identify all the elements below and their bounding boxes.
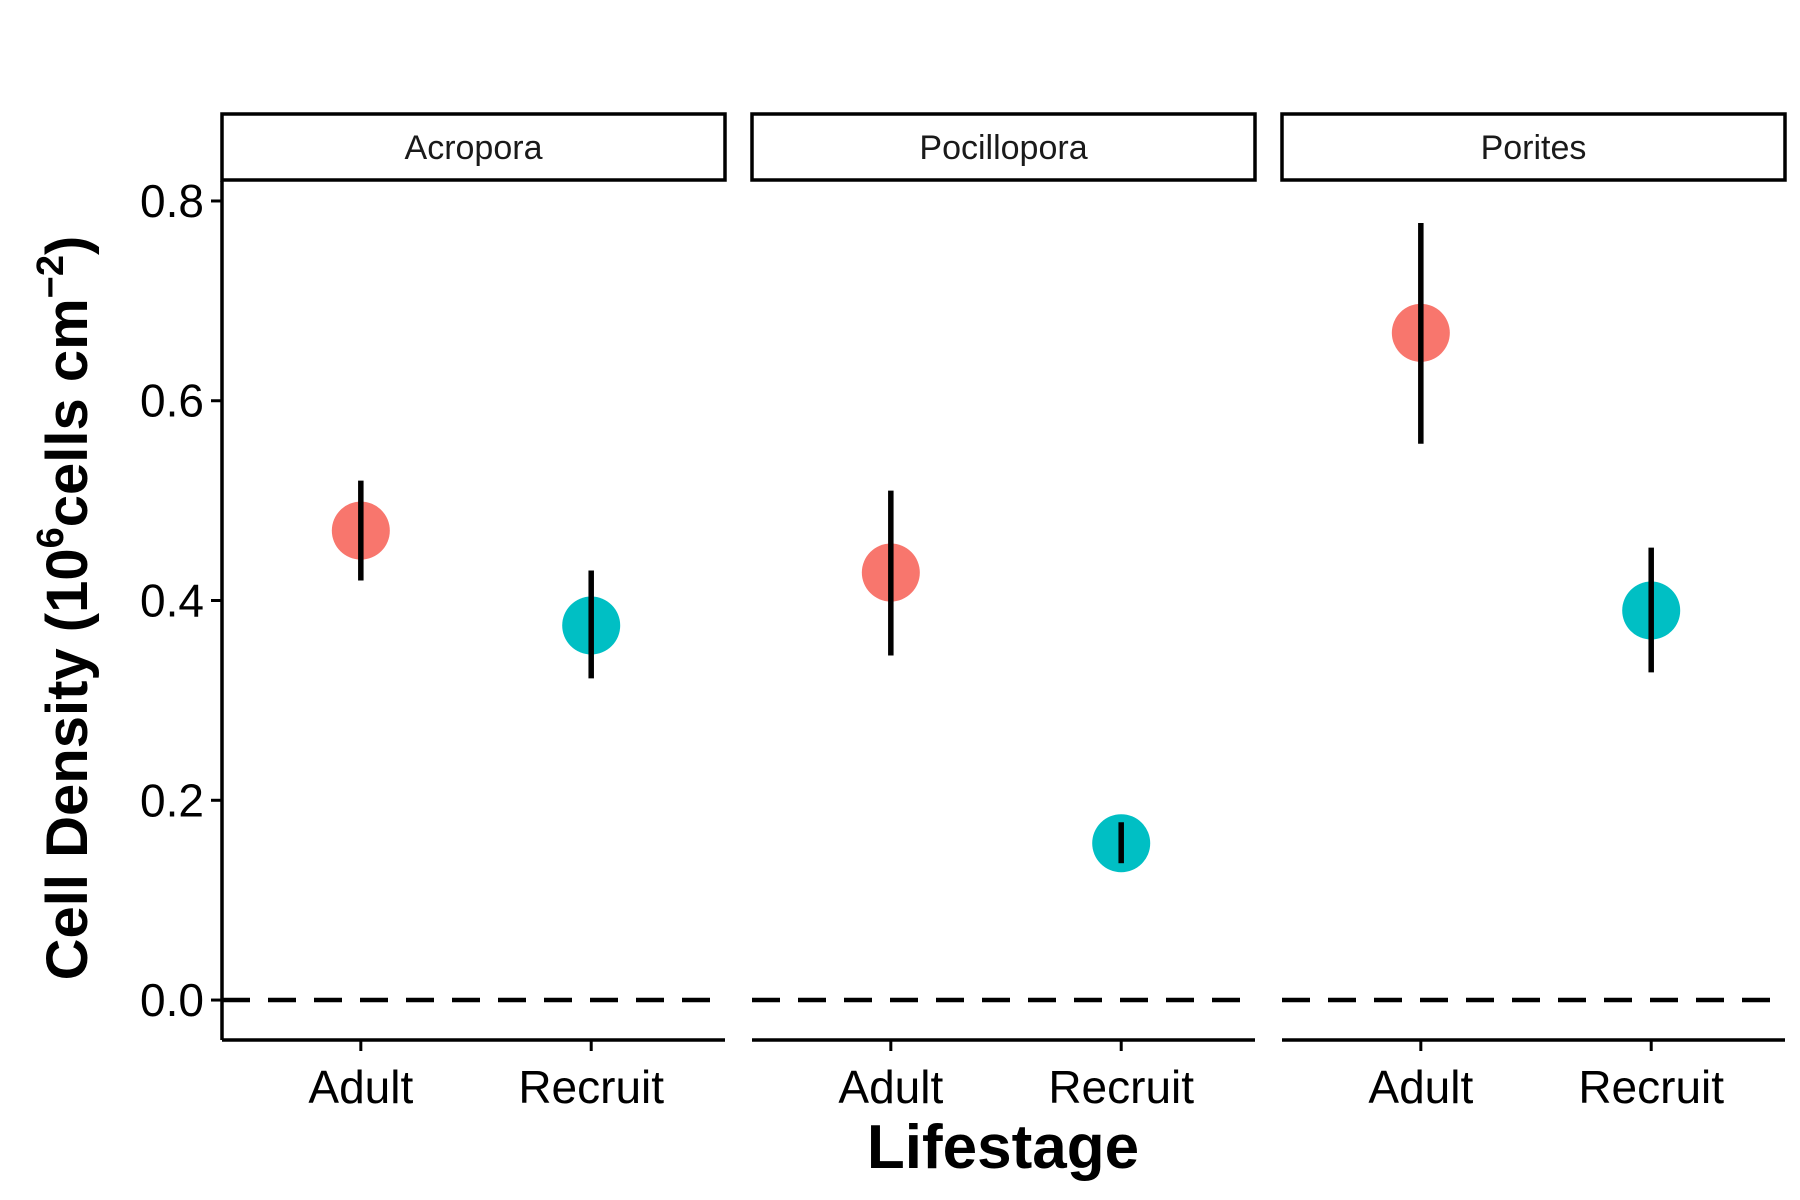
x-tick-label: Recruit [518,1061,664,1113]
y-tick-label: 0.0 [140,974,204,1026]
facet-strip-label: Acropora [405,129,543,167]
y-title-sup2: −2 [30,255,72,298]
x-tick-label: Recruit [1578,1061,1724,1113]
facet-panels: Acropora Adult Recruit Pocillopora Adult Recr… [220,112,1787,1113]
facet-strip-label: Porites [1481,129,1587,167]
y-title-sup1: 6 [30,527,72,548]
y-title-prefix: Cell Density (10 [35,548,100,980]
facet-strip-label: Pocillopora [919,129,1087,167]
y-tick-label: 0.4 [140,575,204,627]
facet-strip-acropora [220,112,727,182]
x-axis-title: Lifestage [867,1113,1139,1182]
facet-panel-porites: Porites Adult Recruit [1280,112,1787,1113]
x-tick-label: Adult [838,1061,943,1113]
facet-panel-acropora: Acropora Adult Recruit [220,112,727,1113]
x-tick-label: Adult [1368,1061,1473,1113]
y-tick-label: 0.6 [140,375,204,427]
facet-strip-pocillopora [750,112,1257,182]
y-axis-title: Cell Density (106cells cm−2) [30,236,100,981]
y-tick-label: 0.8 [140,175,204,227]
x-tick-label: Adult [308,1061,413,1113]
y-axis: 0.0 0.2 0.4 0.6 0.8 [140,175,224,1040]
x-tick-label: Recruit [1048,1061,1194,1113]
facet-panel-pocillopora: Pocillopora Adult Recruit [750,112,1257,1113]
y-tick-label: 0.2 [140,774,204,826]
y-title-suffix: ) [35,236,100,255]
y-title-middle: cells cm [35,298,100,527]
facet-strip-porites [1280,112,1787,182]
